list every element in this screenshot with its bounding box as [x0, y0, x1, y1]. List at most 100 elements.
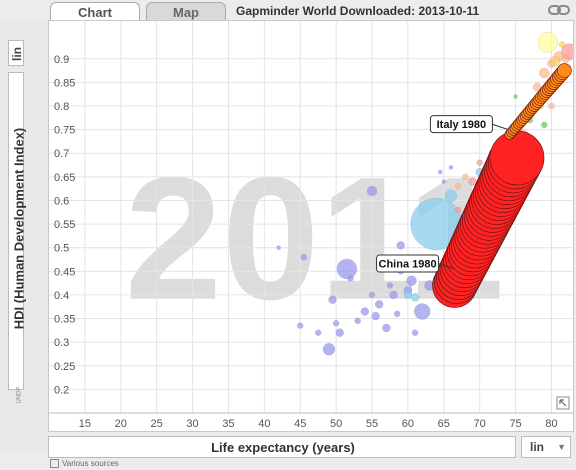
y-tick-label: 0.3	[54, 337, 69, 349]
x-tick-label: 55	[366, 418, 378, 430]
data-point	[366, 185, 378, 197]
x-tick-label: 30	[186, 418, 198, 430]
chevron-down-icon: ▼	[557, 442, 566, 452]
y-scale-label: lin	[10, 47, 24, 61]
y-tick-label: 0.8	[54, 101, 69, 113]
data-point	[561, 43, 576, 60]
x-tick-label: 35	[222, 418, 234, 430]
x-tick-label: 20	[115, 418, 127, 430]
page-title: Gapminder World Downloaded: 2013-10-11	[236, 4, 480, 18]
sources-label: Various sources	[62, 459, 119, 468]
data-point	[276, 245, 281, 250]
table-icon	[50, 459, 59, 469]
data-point	[541, 121, 548, 129]
data-point	[406, 275, 417, 287]
data-point	[371, 311, 380, 321]
data-point	[328, 295, 337, 304]
data-point	[296, 322, 304, 329]
x-scale-toggle[interactable]: lin ▼	[521, 436, 571, 458]
x-tick-label: 50	[330, 418, 342, 430]
data-point	[468, 177, 477, 186]
data-point	[347, 275, 354, 282]
data-point	[360, 307, 370, 316]
x-axis-label: Life expectancy (years)	[211, 440, 355, 455]
y-axis-selector[interactable]: HDI (Human Development Index)	[8, 72, 27, 390]
data-point	[513, 94, 518, 99]
y-tick-label: 0.5	[54, 243, 69, 255]
x-tick-label: 60	[402, 418, 414, 430]
data-point	[532, 82, 542, 92]
y-tick-label: 0.55	[54, 219, 75, 231]
y-tick-label: 0.4	[54, 290, 69, 302]
annotation-label: Italy 1980	[437, 119, 487, 131]
y-tick-label: 0.25	[54, 361, 75, 373]
x-tick-label: 25	[151, 418, 163, 430]
data-point	[411, 329, 419, 336]
x-tick-label: 65	[438, 418, 450, 430]
data-point	[386, 282, 394, 289]
data-point	[314, 329, 322, 336]
y-tick-label: 0.75	[54, 125, 75, 137]
annotation-label: China 1980	[379, 258, 437, 270]
x-tick-label: 80	[545, 418, 557, 430]
data-point	[548, 102, 555, 110]
y-tick-label: 0.9	[54, 54, 69, 66]
data-point	[396, 241, 405, 250]
y-tick-label: 0.7	[54, 148, 69, 160]
data-point	[332, 320, 340, 327]
data-point	[454, 206, 462, 214]
data-point	[336, 258, 358, 280]
data-point	[322, 342, 336, 356]
y-tick-label: 0.45	[54, 266, 75, 278]
x-tick-label: 70	[474, 418, 486, 430]
y-tick-label: 0.65	[54, 172, 75, 184]
data-point	[414, 303, 431, 320]
tab-map[interactable]: Map	[146, 2, 226, 21]
x-scale-label: lin	[530, 440, 544, 454]
data-point	[374, 300, 384, 309]
x-tick-label: 40	[258, 418, 270, 430]
trail-point	[489, 130, 545, 186]
undp-source-label: UNDP	[16, 386, 23, 404]
data-point	[403, 290, 413, 300]
annotation-box	[376, 254, 440, 273]
zoom-arrow-icon	[559, 399, 567, 407]
y-tick-label: 0.85	[54, 77, 75, 89]
link-icon[interactable]	[548, 3, 570, 17]
data-point	[354, 317, 361, 325]
data-point	[300, 253, 308, 261]
data-point	[389, 290, 398, 300]
data-point	[549, 55, 561, 67]
y-axis-label: HDI (Human Development Index)	[11, 127, 27, 330]
data-point	[539, 67, 550, 79]
annotation-pointer	[436, 262, 455, 270]
data-point	[335, 328, 344, 337]
trail-point	[557, 63, 572, 78]
x-axis-selector[interactable]: Life expectancy (years)	[48, 436, 516, 458]
data-point	[448, 165, 454, 170]
data-point	[441, 179, 447, 184]
y-tick-label: 0.6	[54, 195, 69, 207]
y-tick-label: 0.2	[54, 384, 69, 396]
data-point	[410, 293, 420, 302]
chart-area[interactable]: 2011 15 20 25 30 35 40 45 50 55 60 65 70 75 80 0.2 0.25 0…	[48, 20, 576, 432]
tab-chart[interactable]: Chart	[50, 2, 140, 23]
data-point	[393, 310, 401, 318]
data-point	[454, 183, 462, 190]
data-point	[558, 41, 566, 48]
y-tick-label: 0.35	[54, 314, 75, 326]
data-point	[382, 323, 391, 333]
sources-link[interactable]: Various sources	[50, 459, 119, 469]
data-point	[476, 159, 483, 166]
data-point	[444, 189, 458, 202]
annotation-box	[429, 115, 493, 134]
data-point	[368, 291, 376, 299]
data-point	[537, 32, 559, 53]
annotation-pointer	[490, 123, 509, 131]
x-tick-label: 15	[79, 418, 91, 430]
data-point	[462, 173, 469, 181]
x-tick-label: 45	[294, 418, 306, 430]
data-point	[437, 169, 443, 175]
y-scale-toggle[interactable]: lin	[8, 40, 24, 66]
